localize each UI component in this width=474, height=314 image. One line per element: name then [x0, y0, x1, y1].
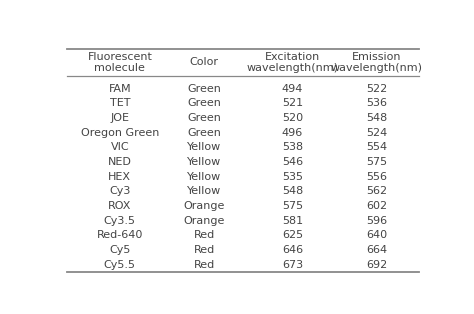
Text: Excitation
wavelength(nm): Excitation wavelength(nm) [246, 52, 338, 73]
Text: 556: 556 [366, 172, 388, 182]
Text: VIC: VIC [110, 142, 129, 152]
Text: Orange: Orange [183, 216, 225, 226]
Text: 692: 692 [366, 260, 388, 270]
Text: 538: 538 [282, 142, 303, 152]
Text: 602: 602 [366, 201, 388, 211]
Text: Orange: Orange [183, 201, 225, 211]
Text: 548: 548 [282, 187, 303, 196]
Text: Cy5: Cy5 [109, 245, 130, 255]
Text: 554: 554 [366, 142, 388, 152]
Text: JOE: JOE [110, 113, 129, 123]
Text: FAM: FAM [109, 84, 131, 94]
Text: 546: 546 [282, 157, 303, 167]
Text: TET: TET [109, 98, 130, 108]
Text: 536: 536 [366, 98, 388, 108]
Text: 640: 640 [366, 230, 388, 241]
Text: Yellow: Yellow [187, 142, 221, 152]
Text: Yellow: Yellow [187, 187, 221, 196]
Text: Red: Red [194, 260, 215, 270]
Text: 625: 625 [282, 230, 303, 241]
Text: Yellow: Yellow [187, 172, 221, 182]
Text: Red: Red [194, 245, 215, 255]
Text: NED: NED [108, 157, 132, 167]
Text: 521: 521 [282, 98, 303, 108]
Text: 664: 664 [366, 245, 388, 255]
Text: Cy3: Cy3 [109, 187, 130, 196]
Text: Green: Green [187, 113, 221, 123]
Text: 548: 548 [366, 113, 388, 123]
Text: 524: 524 [366, 127, 388, 138]
Text: 520: 520 [282, 113, 303, 123]
Text: Cy3.5: Cy3.5 [104, 216, 136, 226]
Text: 596: 596 [366, 216, 388, 226]
Text: 673: 673 [282, 260, 303, 270]
Text: Oregon Green: Oregon Green [81, 127, 159, 138]
Text: 575: 575 [366, 157, 388, 167]
Text: ROX: ROX [108, 201, 132, 211]
Text: Cy5.5: Cy5.5 [104, 260, 136, 270]
Text: Emission
wavelength(nm): Emission wavelength(nm) [331, 52, 423, 73]
Text: Red: Red [194, 230, 215, 241]
Text: Yellow: Yellow [187, 157, 221, 167]
Text: Green: Green [187, 84, 221, 94]
Text: Green: Green [187, 98, 221, 108]
Text: Green: Green [187, 127, 221, 138]
Text: Red-640: Red-640 [97, 230, 143, 241]
Text: 494: 494 [282, 84, 303, 94]
Text: Fluorescent
molecule: Fluorescent molecule [87, 52, 152, 73]
Text: 496: 496 [282, 127, 303, 138]
Text: 581: 581 [282, 216, 303, 226]
Text: Color: Color [190, 57, 219, 68]
Text: 575: 575 [282, 201, 303, 211]
Text: 535: 535 [282, 172, 303, 182]
Text: 562: 562 [366, 187, 388, 196]
Text: 522: 522 [366, 84, 388, 94]
Text: HEX: HEX [109, 172, 131, 182]
Text: 646: 646 [282, 245, 303, 255]
